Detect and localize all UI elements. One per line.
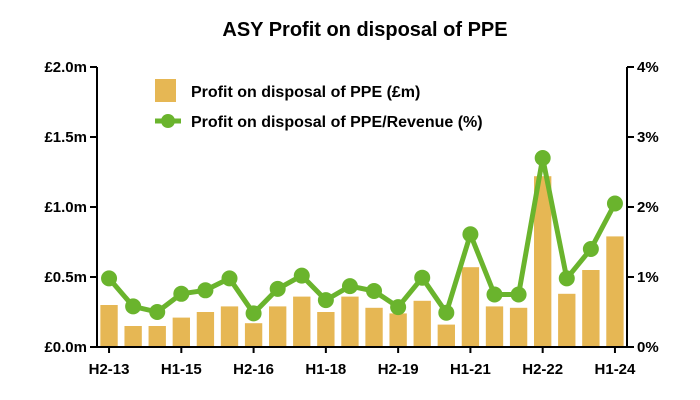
bar-H1-16 xyxy=(220,306,239,347)
bar-H2-17 xyxy=(293,296,311,347)
point-H1-19 xyxy=(366,283,383,299)
left-tick-label: £1.5m xyxy=(44,129,87,146)
point-H1-20 xyxy=(414,269,431,286)
x-tick-label: H1-15 xyxy=(161,361,202,378)
point-H2-23 xyxy=(582,241,599,257)
point-H2-20 xyxy=(438,304,455,321)
point-H1-17 xyxy=(269,280,286,297)
right-tick-label: 3% xyxy=(637,129,659,146)
point-H1-15 xyxy=(173,285,190,302)
right-tick-label: 0% xyxy=(637,339,659,356)
x-tick-label: H1-24 xyxy=(595,361,637,378)
line-series xyxy=(101,150,623,322)
x-tick-label: H1-21 xyxy=(450,361,491,378)
point-H2-15 xyxy=(197,282,214,299)
bar-H2-16 xyxy=(244,323,263,347)
bar-H2-23 xyxy=(582,270,600,347)
bar-H2-15 xyxy=(196,312,215,347)
point-H2-19 xyxy=(390,299,407,316)
legend: Profit on disposal of PPE (£m) Profit on… xyxy=(155,79,483,131)
point-H1-16 xyxy=(221,270,238,287)
point-H2-21 xyxy=(486,286,503,303)
left-tick-label: £2.0m xyxy=(44,59,87,76)
legend-line-marker xyxy=(161,114,175,128)
x-tick-label: H2-16 xyxy=(233,361,274,378)
bar-H2-13 xyxy=(100,305,118,347)
x-tick-label: H2-19 xyxy=(378,361,419,378)
left-tick-label: £1.0m xyxy=(44,199,87,216)
right-axis-ticks: 0% 1% 2% 3% 4% xyxy=(627,59,659,356)
legend-bar-swatch xyxy=(155,79,176,102)
bar-H1-24 xyxy=(606,236,624,347)
right-tick-label: 1% xyxy=(637,269,659,286)
left-tick-label: £0.0m xyxy=(44,339,87,356)
bar-H2-22 xyxy=(534,176,552,347)
right-tick-label: 2% xyxy=(637,199,659,216)
bar-H2-19 xyxy=(389,313,407,347)
bar-H1-20 xyxy=(413,300,431,347)
bar-H1-21 xyxy=(461,267,480,347)
point-H2-22 xyxy=(534,150,551,166)
point-H2-14 xyxy=(149,304,166,320)
left-tick-label: £0.5m xyxy=(44,269,87,286)
right-tick-label: 4% xyxy=(637,59,659,76)
bar-H1-15 xyxy=(172,317,190,347)
bar-H1-23 xyxy=(558,293,576,347)
bar-H2-20 xyxy=(437,324,455,347)
bar-series xyxy=(100,176,624,347)
ratio-line xyxy=(107,155,618,316)
point-H1-22 xyxy=(510,286,527,303)
point-H1-14 xyxy=(125,298,142,315)
point-H1-21 xyxy=(462,226,479,243)
left-axis-ticks: £0.0m £0.5m £1.0m £1.5m £2.0m xyxy=(44,59,97,356)
point-H1-23 xyxy=(558,270,575,287)
point-H2-18 xyxy=(341,278,358,295)
bar-H1-22 xyxy=(509,307,528,347)
legend-line-label: Profit on disposal of PPE/Revenue (%) xyxy=(191,114,483,131)
bar-H1-18 xyxy=(317,312,335,347)
bar-H2-21 xyxy=(485,306,504,347)
legend-bar-label: Profit on disposal of PPE (£m) xyxy=(191,84,420,101)
bar-H1-19 xyxy=(365,307,383,347)
x-tick-label: H2-13 xyxy=(89,361,130,378)
x-tick-label: H1-18 xyxy=(305,361,346,378)
bar-H2-18 xyxy=(341,296,359,347)
bar-H1-17 xyxy=(269,306,287,347)
x-tick-label: H2-22 xyxy=(522,361,563,378)
bar-H1-14 xyxy=(124,326,142,347)
point-H2-16 xyxy=(245,305,262,322)
x-axis-ticks: H2-13 H1-15 H2-16 H1-18 H2-19 H1-21 H2-22 H1-24 xyxy=(89,347,636,378)
point-H1-18 xyxy=(317,292,334,309)
point-H2-13 xyxy=(101,270,118,287)
point-H2-17 xyxy=(293,267,310,284)
point-H1-24 xyxy=(606,195,623,212)
chart-title: ASY Profit on disposal of PPE xyxy=(222,19,507,41)
bar-H2-14 xyxy=(148,326,166,347)
